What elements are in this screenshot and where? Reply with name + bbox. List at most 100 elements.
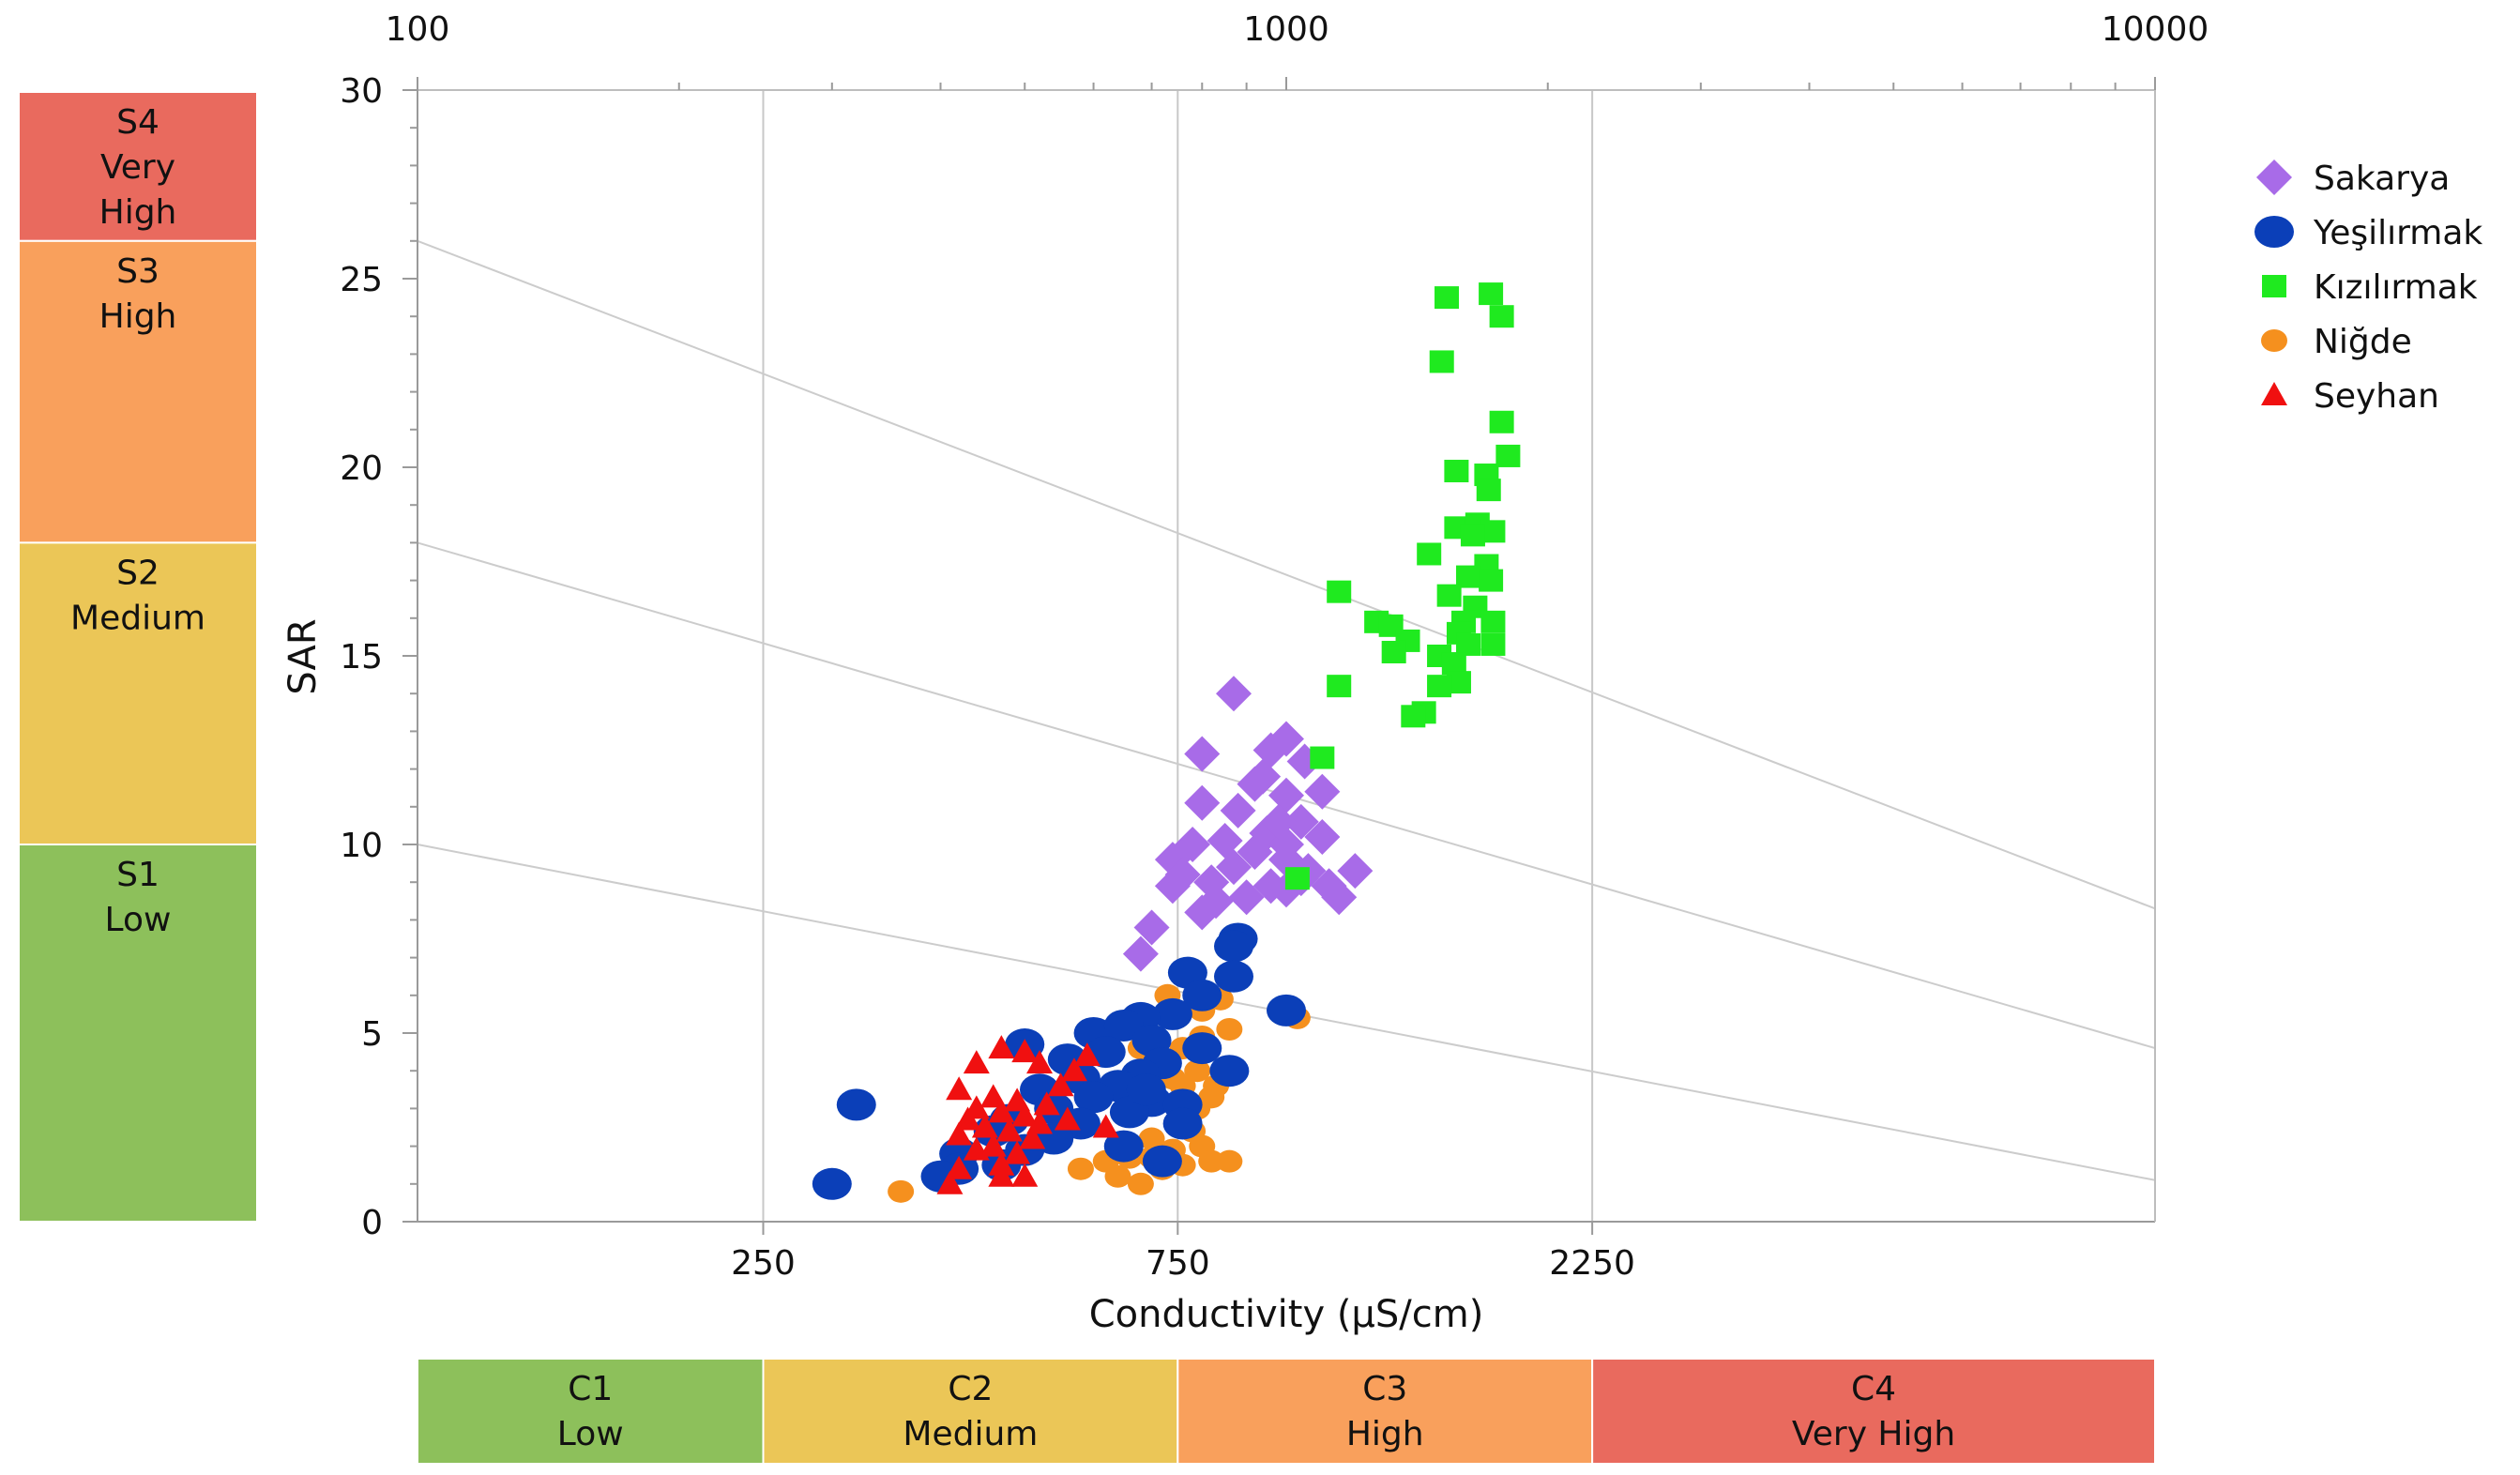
data-point-sakarya [1215, 849, 1252, 886]
data-point-yesilirmak [812, 1167, 852, 1200]
data-point-nigde [1127, 1172, 1154, 1195]
data-point-sakarya [1198, 883, 1235, 920]
data-point-yesilirmak [1182, 1032, 1222, 1065]
data-point-kizilirmak [1460, 524, 1485, 547]
data-point-seyhan [963, 1050, 990, 1074]
data-point-sakarya [1228, 879, 1265, 916]
data-point-nigde [1198, 1149, 1225, 1173]
data-point-sakarya [1337, 853, 1374, 890]
data-point-yesilirmak [1162, 1107, 1203, 1140]
data-point-sakarya [1311, 868, 1347, 905]
data-point-seyhan [963, 1136, 990, 1161]
data-point-kizilirmak [1381, 640, 1406, 663]
salinity-class-label-c2: Medium [903, 1415, 1038, 1453]
y-axis-tick-label: 20 [340, 449, 383, 488]
data-point-nigde [888, 1179, 915, 1203]
sodium-class-label-s3: High [99, 297, 177, 336]
data-point-yesilirmak [1209, 1055, 1250, 1087]
sodium-class-band-s3 [18, 239, 258, 544]
data-point-seyhan [995, 1118, 1023, 1142]
data-point-sakarya [1220, 792, 1256, 829]
salinity-class-label-c3: C3 [1362, 1370, 1407, 1408]
series-kizilirmak [1284, 282, 1521, 890]
data-point-yesilirmak [1103, 1009, 1144, 1042]
data-point-sakarya [1215, 676, 1252, 712]
salinity-class-label-c4: Very High [1792, 1415, 1955, 1453]
data-point-nigde [1067, 1157, 1094, 1180]
sodium-class-band-s2 [18, 541, 258, 846]
data-point-seyhan [1092, 1114, 1119, 1138]
data-point-yesilirmak [1213, 930, 1253, 963]
data-point-yesilirmak [1182, 979, 1222, 1011]
sodium-class-label-s1: S1 [116, 856, 159, 894]
data-point-kizilirmak [1495, 444, 1521, 467]
salinity-class-band-c2 [762, 1358, 1179, 1465]
sodium-class-label-s4: Very [100, 148, 175, 187]
data-point-kizilirmak [1327, 580, 1352, 603]
data-point-nigde [1104, 1164, 1131, 1188]
data-point-yesilirmak [1152, 997, 1192, 1030]
data-point-sakarya [1184, 736, 1221, 772]
data-point-nigde [1184, 1059, 1211, 1083]
data-point-seyhan [1073, 1042, 1101, 1067]
data-point-kizilirmak [1476, 479, 1501, 502]
data-point-sakarya [1133, 909, 1170, 946]
data-point-sakarya [1245, 758, 1282, 795]
data-point-kizilirmak [1479, 282, 1504, 306]
salinity-class-band-c3 [1177, 1358, 1594, 1465]
plot-area [417, 90, 2155, 1222]
data-point-yesilirmak [1103, 1130, 1144, 1163]
legend-marker-kizilirmak [2262, 275, 2286, 297]
salinity-hazard-class-bands: C1 Low C2 Medium C3 High C4 Very High [417, 1358, 2156, 1465]
data-point-kizilirmak [1401, 705, 1426, 728]
data-point-sakarya [1304, 818, 1341, 855]
data-point-kizilirmak [1456, 632, 1481, 656]
y-axis-tick-label: 30 [340, 72, 383, 111]
data-point-kizilirmak [1436, 584, 1462, 607]
data-point-kizilirmak [1417, 542, 1442, 566]
data-point-yesilirmak [836, 1088, 876, 1121]
sodium-class-label-s2: S2 [116, 554, 159, 592]
legend-label-seyhan: Seyhan [2314, 377, 2439, 416]
y-axis-tick-label: 0 [361, 1204, 383, 1242]
x-axis-title: Conductivity (µS/cm) [1089, 1293, 1484, 1336]
data-point-kizilirmak [1456, 565, 1481, 588]
data-point-seyhan [946, 1155, 973, 1179]
series-sakarya [1122, 676, 1374, 972]
salinity-class-label-c4: C4 [1851, 1370, 1896, 1408]
y-axis-tick-label: 5 [361, 1015, 383, 1054]
y-axis-tick-label: 15 [340, 638, 383, 677]
vertical-gridlines [762, 90, 1594, 1222]
data-point-kizilirmak [1429, 350, 1454, 373]
sodium-class-label-s3: S3 [116, 252, 159, 291]
data-point-seyhan [946, 1076, 973, 1101]
data-point-seyhan [946, 1121, 973, 1146]
data-point-nigde [1216, 1017, 1243, 1041]
data-point-seyhan [971, 1114, 998, 1138]
sodium-class-label-s1: Low [105, 901, 172, 939]
data-point-yesilirmak [1126, 1073, 1166, 1106]
x-axis-tick-label: 250 [731, 1244, 796, 1283]
top-axis-tick-label: 1000 [1243, 10, 1329, 49]
legend-marker-nigde [2261, 329, 2287, 352]
data-point-seyhan [1011, 1163, 1039, 1187]
data-point-kizilirmak [1479, 569, 1504, 592]
sodium-hazard-class-bands: S4 Very High S3 High S2 Medium S1 Low [18, 91, 258, 1223]
salinity-class-band-c4 [1591, 1358, 2156, 1465]
data-point-seyhan [979, 1084, 1007, 1108]
data-point-sakarya [1304, 773, 1341, 810]
data-point-sakarya [1122, 935, 1159, 972]
data-point-kizilirmak [1435, 286, 1460, 310]
y-axis-tick-label: 25 [340, 261, 383, 299]
series-seyhan [936, 1035, 1119, 1194]
sodium-class-label-s2: Medium [70, 599, 205, 637]
data-point-seyhan [1047, 1072, 1074, 1097]
data-points [812, 282, 1521, 1203]
data-point-sakarya [1283, 803, 1319, 840]
legend: Sakarya Yeşilırmak Kızılırmak Niğde Seyhan [2254, 160, 2482, 416]
x-axis-tick-label: 2250 [1549, 1244, 1635, 1283]
data-point-kizilirmak [1310, 746, 1335, 769]
data-point-yesilirmak [1142, 1145, 1182, 1178]
data-point-kizilirmak [1480, 632, 1506, 656]
y-axis-tick-label: 10 [340, 827, 383, 865]
